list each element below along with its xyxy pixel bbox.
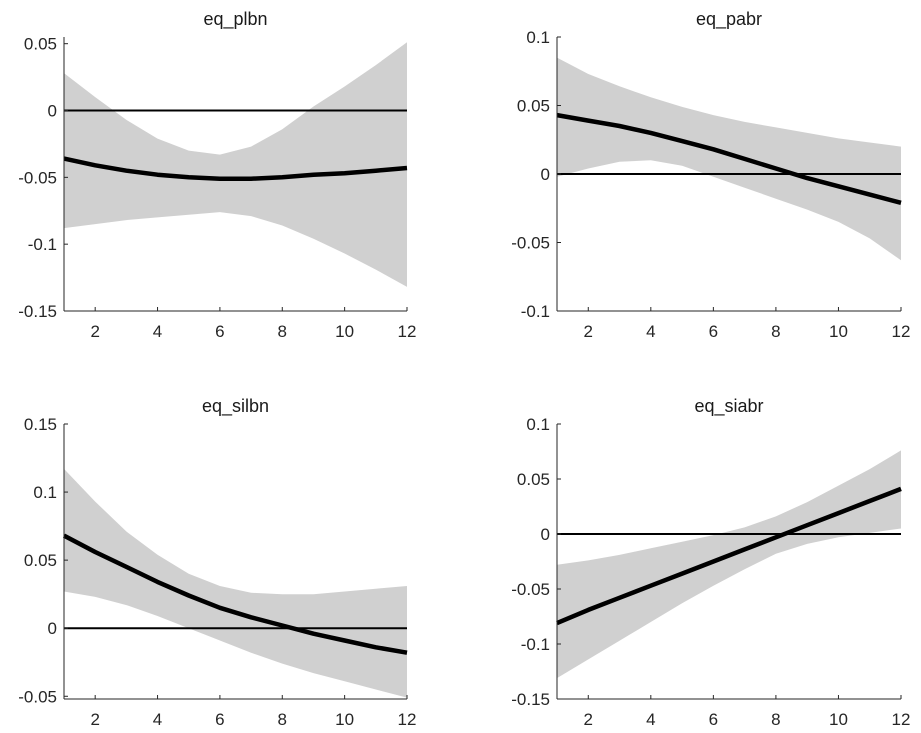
- x-tick-label: 10: [335, 322, 354, 341]
- y-tick-label: 0.1: [526, 415, 550, 434]
- x-tick-label: 12: [398, 322, 417, 341]
- y-tick-label: 0.05: [24, 35, 57, 54]
- x-tick-label: 6: [215, 322, 224, 341]
- y-tick-label: -0.15: [18, 302, 57, 321]
- x-tick-label: 4: [153, 322, 162, 341]
- x-tick-label: 4: [646, 322, 655, 341]
- y-tick-label: 0.15: [24, 415, 57, 434]
- x-tick-label: 8: [771, 710, 780, 729]
- y-tick-label: 0: [48, 102, 57, 121]
- panel-title: eq_silbn: [202, 396, 269, 417]
- x-tick-label: 10: [829, 322, 848, 341]
- y-tick-label: 0.1: [33, 483, 57, 502]
- x-tick-label: 6: [709, 322, 718, 341]
- panel-title: eq_siabr: [694, 396, 763, 417]
- x-tick-label: 12: [398, 710, 417, 729]
- panel-eq-siabr: 0.1 0.05 0 -0.05 -0.1 -0.15 2 4 6 8 10 12 eq_siabr: [511, 396, 910, 729]
- response-line: [63, 156, 408, 181]
- response-line: [556, 112, 902, 205]
- y-tick-label: -0.1: [521, 635, 550, 654]
- y-tick-label: 0: [541, 165, 550, 184]
- x-tick-label: 8: [278, 322, 287, 341]
- x-tick-label: 4: [153, 710, 162, 729]
- x-tick-label: 2: [90, 322, 99, 341]
- y-tick-label: -0.1: [521, 302, 550, 321]
- y-tick-label: -0.15: [511, 690, 550, 709]
- x-tick-label: 10: [829, 710, 848, 729]
- x-tick-label: 2: [90, 710, 99, 729]
- panel-title: eq_plbn: [203, 9, 267, 30]
- y-tick-label: 0: [48, 619, 57, 638]
- x-tick-label: 8: [278, 710, 287, 729]
- x-tick-label: 6: [215, 710, 224, 729]
- confidence-band: [64, 42, 407, 287]
- x-tick-label: 2: [584, 322, 593, 341]
- y-tick-label: -0.05: [511, 234, 550, 253]
- y-tick-label: -0.05: [18, 168, 57, 187]
- confidence-band: [557, 450, 901, 679]
- panel-eq-pabr: 0.1 0.05 0 -0.05 -0.1 2 4 6 8 10 12 eq_pabr: [511, 9, 910, 341]
- x-tick-label: 6: [709, 710, 718, 729]
- x-tick-label: 4: [646, 710, 655, 729]
- x-tick-label: 12: [892, 710, 911, 729]
- y-tick-label: 0.05: [517, 97, 550, 116]
- y-tick-label: -0.05: [511, 580, 550, 599]
- x-tick-label: 10: [335, 710, 354, 729]
- x-tick-label: 12: [892, 322, 911, 341]
- confidence-band: [64, 468, 407, 698]
- panel-eq-plbn: 0.05 0 -0.05 -0.1 -0.15 2 4 6 8 10 12 eq_plbn: [18, 9, 416, 341]
- y-tick-label: 0.05: [24, 551, 57, 570]
- y-tick-label: 0.1: [526, 28, 550, 47]
- response-line: [62, 533, 408, 655]
- x-tick-label: 2: [584, 710, 593, 729]
- y-tick-label: 0: [541, 525, 550, 544]
- response-line: [556, 486, 902, 626]
- y-tick-label: -0.1: [28, 235, 57, 254]
- panel-title: eq_pabr: [696, 9, 762, 30]
- panel-eq-silbn: 0.15 0.1 0.05 0 -0.05 2 4 6 8 10 12 eq_silbn: [18, 396, 416, 729]
- y-tick-label: 0.05: [517, 470, 550, 489]
- y-tick-label: -0.05: [18, 687, 57, 706]
- confidence-band: [557, 57, 901, 261]
- x-tick-label: 8: [771, 322, 780, 341]
